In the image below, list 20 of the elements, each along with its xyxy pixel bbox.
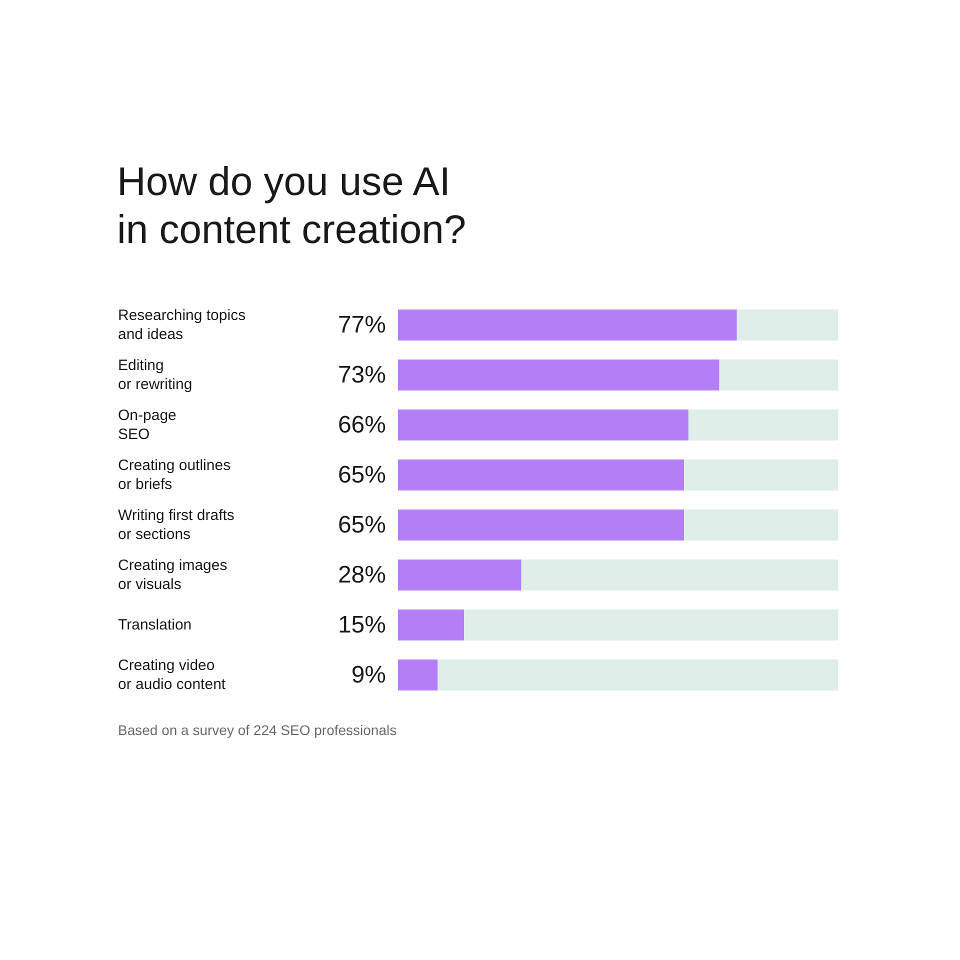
- y-tick-label: Creating outlines or briefs: [118, 457, 231, 493]
- data-label: 65%: [338, 512, 386, 538]
- y-tick-label: Writing first drafts or sections: [118, 507, 234, 543]
- y-tick-label: Creating images or visuals: [118, 557, 228, 593]
- data-label: 28%: [338, 562, 386, 588]
- bar: [398, 610, 464, 640]
- data-label: 77%: [338, 312, 386, 338]
- y-tick-label: Editing or rewriting: [118, 357, 192, 393]
- y-tick-label: Translation: [118, 616, 192, 634]
- y-tick-label: Researching topics and ideas: [118, 307, 246, 343]
- y-tick-label: Creating video or audio content: [118, 657, 226, 693]
- chart-title: How do you use AI in content creation?: [117, 159, 466, 254]
- data-label: 9%: [351, 662, 386, 688]
- text: Based on a survey of 224 SEO professionals: [118, 722, 397, 738]
- data-label: 15%: [338, 612, 386, 638]
- data-label: 73%: [338, 362, 386, 388]
- bar: [398, 660, 438, 690]
- data-label: 66%: [338, 412, 386, 438]
- y-tick-label: On-page SEO: [118, 407, 176, 443]
- data-label: 65%: [338, 462, 386, 488]
